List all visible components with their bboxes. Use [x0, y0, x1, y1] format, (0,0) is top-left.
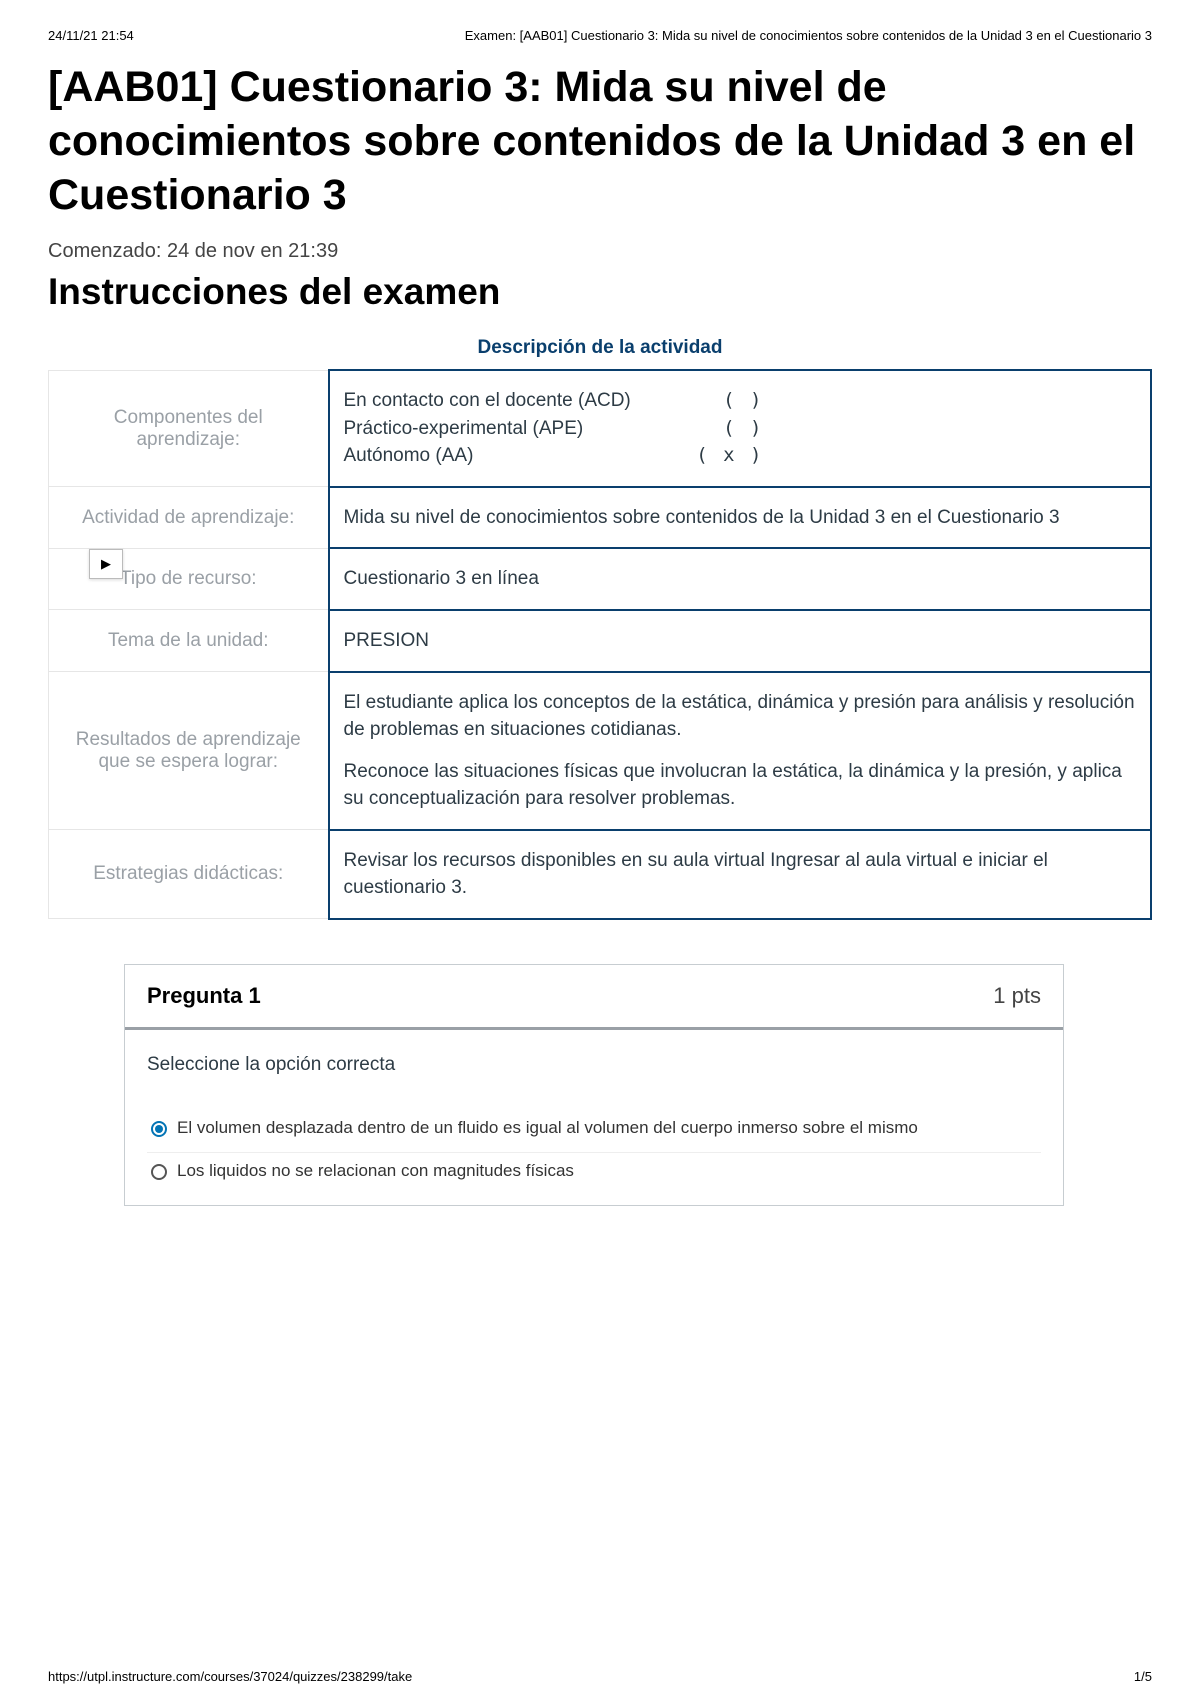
- actividad-label: Actividad de aprendizaje:: [49, 487, 329, 549]
- option-text: El volumen desplazada dentro de un fluid…: [177, 1118, 918, 1138]
- activity-table-wrap: Componentes del aprendizaje: En contacto…: [48, 369, 1152, 920]
- activity-table: Componentes del aprendizaje: En contacto…: [48, 369, 1152, 920]
- print-doc-title: Examen: [AAB01] Cuestionario 3: Mida su …: [465, 28, 1152, 43]
- estrategias-value: Revisar los recursos disponibles en su a…: [329, 830, 1152, 919]
- question-prompt: Seleccione la opción correcta: [147, 1054, 1041, 1076]
- radio-icon[interactable]: [151, 1164, 167, 1180]
- question-body: Seleccione la opción correcta El volumen…: [125, 1030, 1063, 1205]
- question-header: Pregunta 1 1 pts: [125, 965, 1063, 1030]
- answer-option[interactable]: Los liquidos no se relacionan con magnit…: [147, 1153, 1041, 1195]
- footer-page: 1/5: [1134, 1669, 1152, 1684]
- page-content: 24/11/21 21:54 Examen: [AAB01] Cuestiona…: [0, 0, 1200, 1246]
- tipo-value: Cuestionario 3 en línea: [329, 548, 1152, 610]
- option-text: Los liquidos no se relacionan con magnit…: [177, 1161, 574, 1181]
- started-at: Comenzado: 24 de nov en 21:39: [48, 240, 1152, 263]
- tipo-label: ▶ Tipo de recurso:: [49, 548, 329, 610]
- answer-option[interactable]: El volumen desplazada dentro de un fluid…: [147, 1110, 1041, 1153]
- print-header: 24/11/21 21:54 Examen: [AAB01] Cuestiona…: [48, 28, 1152, 43]
- activity-description-title: Descripción de la actividad: [48, 331, 1152, 369]
- resultados-label: Resultados de aprendizaje que se espera …: [49, 672, 329, 830]
- componentes-label: Componentes del aprendizaje:: [49, 370, 329, 487]
- radio-icon[interactable]: [151, 1121, 167, 1137]
- actividad-value: Mida su nivel de conocimientos sobre con…: [329, 487, 1152, 549]
- footer-url: https://utpl.instructure.com/courses/370…: [48, 1669, 412, 1684]
- question-title: Pregunta 1: [147, 983, 261, 1009]
- componentes-value: En contacto con el docente (ACD)( ) Prác…: [329, 370, 1152, 487]
- expand-toggle[interactable]: ▶: [89, 549, 123, 579]
- instructions-heading: Instrucciones del examen: [48, 271, 1152, 313]
- estrategias-label: Estrategias didácticas:: [49, 830, 329, 919]
- tema-value: PRESION: [329, 610, 1152, 672]
- table-row: Actividad de aprendizaje: Mida su nivel …: [49, 487, 1152, 549]
- print-timestamp: 24/11/21 21:54: [48, 28, 134, 43]
- resultados-value: El estudiante aplica los conceptos de la…: [329, 672, 1152, 830]
- table-row: Estrategias didácticas: Revisar los recu…: [49, 830, 1152, 919]
- table-row: ▶ Tipo de recurso: Cuestionario 3 en lín…: [49, 548, 1152, 610]
- tema-label: Tema de la unidad:: [49, 610, 329, 672]
- question-points: 1 pts: [993, 983, 1041, 1009]
- print-footer: https://utpl.instructure.com/courses/370…: [0, 1669, 1200, 1684]
- table-row: Resultados de aprendizaje que se espera …: [49, 672, 1152, 830]
- table-row: Tema de la unidad: PRESION: [49, 610, 1152, 672]
- play-icon: ▶: [101, 556, 111, 572]
- page-title: [AAB01] Cuestionario 3: Mida su nivel de…: [48, 61, 1152, 222]
- question-card: Pregunta 1 1 pts Seleccione la opción co…: [124, 964, 1064, 1206]
- table-row: Componentes del aprendizaje: En contacto…: [49, 370, 1152, 487]
